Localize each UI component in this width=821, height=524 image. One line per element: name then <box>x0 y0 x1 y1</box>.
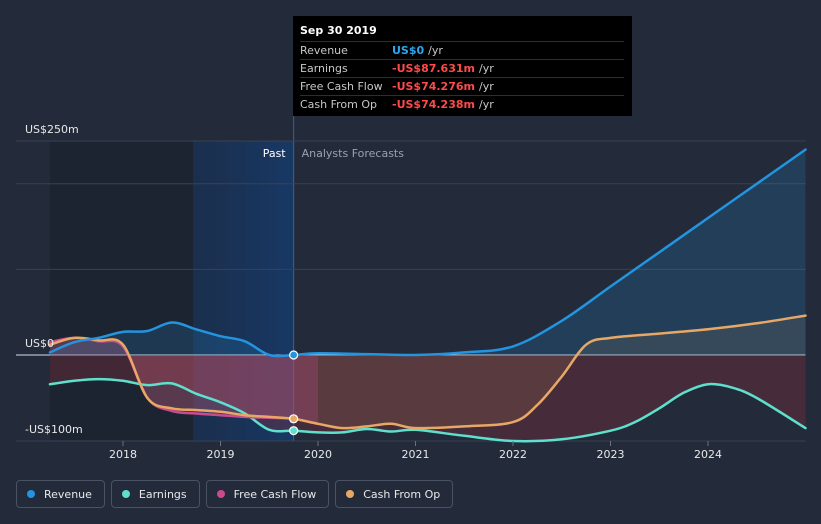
tooltip-unit: /yr <box>478 62 494 75</box>
tooltip-row-revenue: Revenue US$0 /yr <box>300 41 624 59</box>
tooltip-value: -US$74.276m <box>392 80 475 93</box>
y-tick-label: -US$100m <box>25 423 83 436</box>
tooltip-unit: /yr <box>428 44 443 57</box>
legend-dot <box>121 490 130 498</box>
tooltip-row-earnings: Earnings -US$87.631m /yr <box>300 59 624 77</box>
tooltip-label: Cash From Op <box>300 98 378 111</box>
x-tick-label: 2022 <box>499 448 527 461</box>
x-tick-label: 2019 <box>207 448 235 461</box>
tooltip-row-cash-from-op: Cash From Op -US$74.238m /yr <box>300 95 624 113</box>
line-earnings <box>48 377 807 443</box>
area-earnings <box>49 355 806 442</box>
x-tick-label: 2024 <box>694 448 722 461</box>
y-tick-label: US$0 <box>25 337 54 350</box>
area-cash-from-op <box>49 315 806 429</box>
area-revenue <box>49 149 806 357</box>
legend-item-cash-from-op[interactable]: Cash From Op <box>335 480 454 508</box>
tooltip-value: US$0 <box>392 44 425 57</box>
chart-area: US$250m US$0 -US$100m 2018 2019 2020 2021 2022 2… <box>16 116 807 461</box>
x-tick-label: 2021 <box>402 448 430 461</box>
legend-label: Free Cash Flow <box>233 487 317 501</box>
forecast-label: Analysts Forecasts <box>302 147 405 160</box>
past-region <box>49 141 194 441</box>
x-tick-label: 2018 <box>109 448 137 461</box>
legend-dot <box>346 490 355 498</box>
line-revenue <box>48 148 807 358</box>
legend-dot <box>216 490 225 498</box>
tooltip-label: Earnings <box>300 62 348 75</box>
tooltip-row-free-cash-flow: Free Cash Flow -US$74.276m /yr <box>300 77 624 95</box>
legend-label: Earnings <box>138 487 187 501</box>
legend-item-revenue[interactable]: Revenue <box>16 480 105 508</box>
tooltip: Sep 30 2019 Revenue US$0 /yr Earnings -U… <box>293 16 632 116</box>
tooltip-label: Free Cash Flow <box>300 80 383 93</box>
legend: Revenue Earnings Free Cash Flow Cash Fro… <box>16 480 454 508</box>
tooltip-date: Sep 30 2019 <box>300 24 377 37</box>
highlight-region <box>193 141 294 441</box>
tooltip-label: Revenue <box>300 44 348 57</box>
y-tick-label: US$250m <box>25 123 79 136</box>
legend-label: Cash From Op <box>363 487 441 501</box>
tooltip-value: -US$87.631m <box>392 62 475 75</box>
legend-item-earnings[interactable]: Earnings <box>110 480 200 508</box>
area-free-cash-flow <box>49 337 319 424</box>
marker-cash-from-op <box>289 414 299 424</box>
legend-dot <box>27 490 35 498</box>
marker-revenue <box>289 350 299 360</box>
x-tick-label: 2020 <box>304 448 332 461</box>
tooltip-value: -US$74.238m <box>392 98 475 111</box>
line-cash-from-op <box>48 314 807 430</box>
marker-earnings <box>289 426 299 436</box>
legend-label: Revenue <box>44 487 92 501</box>
tooltip-unit: /yr <box>478 80 494 93</box>
tooltip-unit: /yr <box>478 98 494 111</box>
x-tick-label: 2023 <box>597 448 625 461</box>
legend-item-free-cash-flow[interactable]: Free Cash Flow <box>205 480 330 508</box>
past-label: Past <box>263 147 287 160</box>
